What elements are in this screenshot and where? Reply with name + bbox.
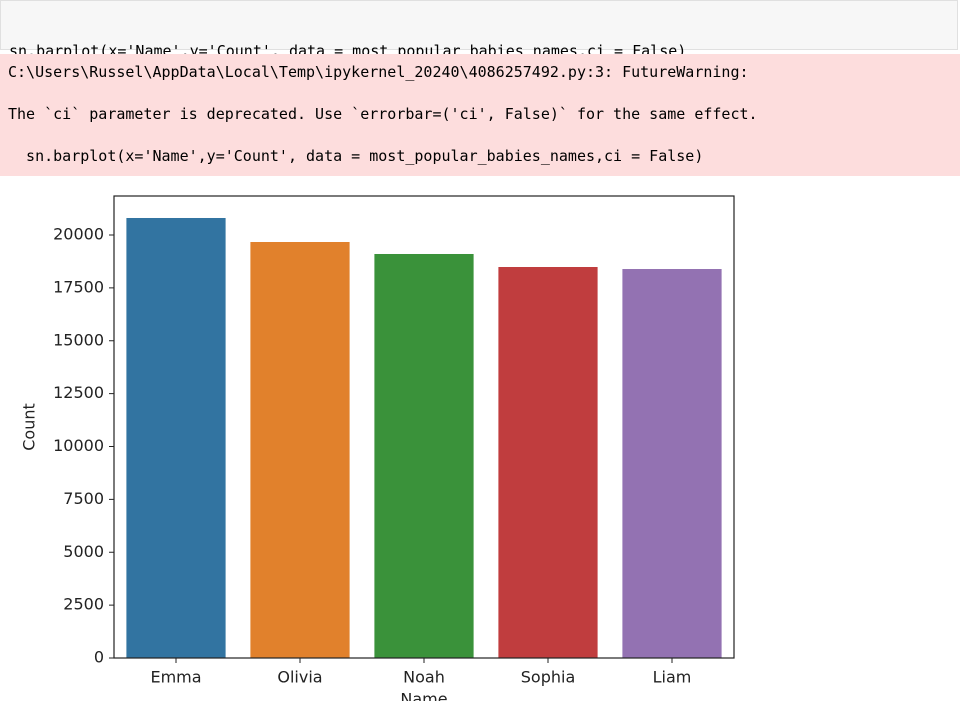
y-tick-label: 5000: [63, 542, 104, 561]
warning-line: C:\Users\Russel\AppData\Local\Temp\ipyke…: [8, 63, 749, 81]
y-tick-label: 17500: [53, 277, 104, 296]
warning-line: The `ci` parameter is deprecated. Use `e…: [8, 105, 758, 123]
warning-output: C:\Users\Russel\AppData\Local\Temp\ipyke…: [0, 54, 960, 176]
y-tick-label: 20000: [53, 225, 104, 244]
y-axis-label: Count: [20, 403, 39, 451]
bar: [250, 242, 350, 658]
x-tick-label: Noah: [403, 668, 445, 687]
bar: [374, 253, 474, 658]
y-tick-label: 10000: [53, 436, 104, 455]
bar: [126, 217, 226, 658]
x-tick-label: Liam: [653, 668, 692, 687]
y-tick-label: 0: [94, 648, 104, 667]
y-tick-label: 7500: [63, 489, 104, 508]
y-tick-label: 2500: [63, 595, 104, 614]
bar: [498, 267, 598, 658]
x-axis-label: Name: [400, 690, 447, 701]
x-tick-label: Sophia: [521, 668, 576, 687]
x-tick-label: Olivia: [277, 668, 322, 687]
axes-frame: [113, 195, 735, 659]
y-tick-label: 15000: [53, 330, 104, 349]
y-tick-label: 12500: [53, 383, 104, 402]
x-tick-label: Emma: [150, 668, 201, 687]
bar: [622, 269, 722, 658]
warning-line: sn.barplot(x='Name',y='Count', data = mo…: [8, 147, 704, 165]
